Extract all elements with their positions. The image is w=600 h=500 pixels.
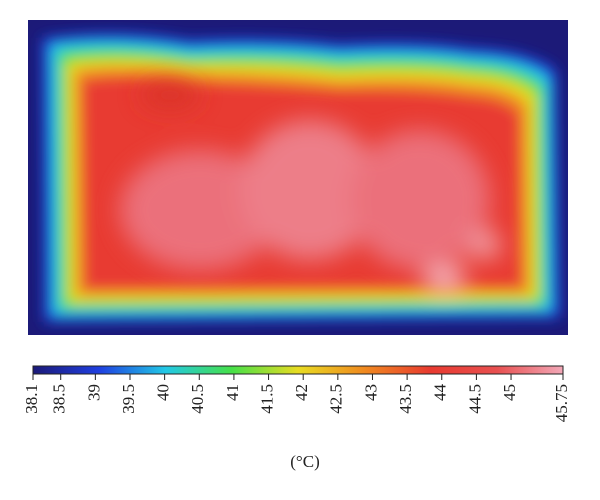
tick-label: 45 (500, 384, 519, 401)
tick-label: 40 (154, 384, 173, 401)
tick-label: 41.5 (257, 384, 276, 414)
colorbar-fill (32, 365, 564, 375)
colorbar-label: (°C) (290, 452, 319, 471)
tick-label: 39 (84, 384, 103, 401)
tick-label: 38.1 (22, 384, 41, 414)
tick-label: 39.5 (119, 384, 138, 414)
tick-label: 45.75 (552, 384, 571, 422)
tick-label: 42.5 (327, 384, 346, 414)
tick-label: 44 (431, 384, 450, 402)
tick-label: 43.5 (396, 384, 415, 414)
tick-label: 44.5 (465, 384, 484, 414)
tick-label: 42 (292, 384, 311, 401)
tick-label: 38.5 (50, 384, 69, 414)
tick-label: 43 (361, 384, 380, 401)
colorbar: 38.1 38.5 39 39.5 40 40.5 41 41.5 42 42.5 43 43.5 44… (22, 365, 571, 422)
thermal-image (28, 20, 568, 335)
tick-label: 41 (223, 384, 242, 401)
tick-label: 40.5 (188, 384, 207, 414)
